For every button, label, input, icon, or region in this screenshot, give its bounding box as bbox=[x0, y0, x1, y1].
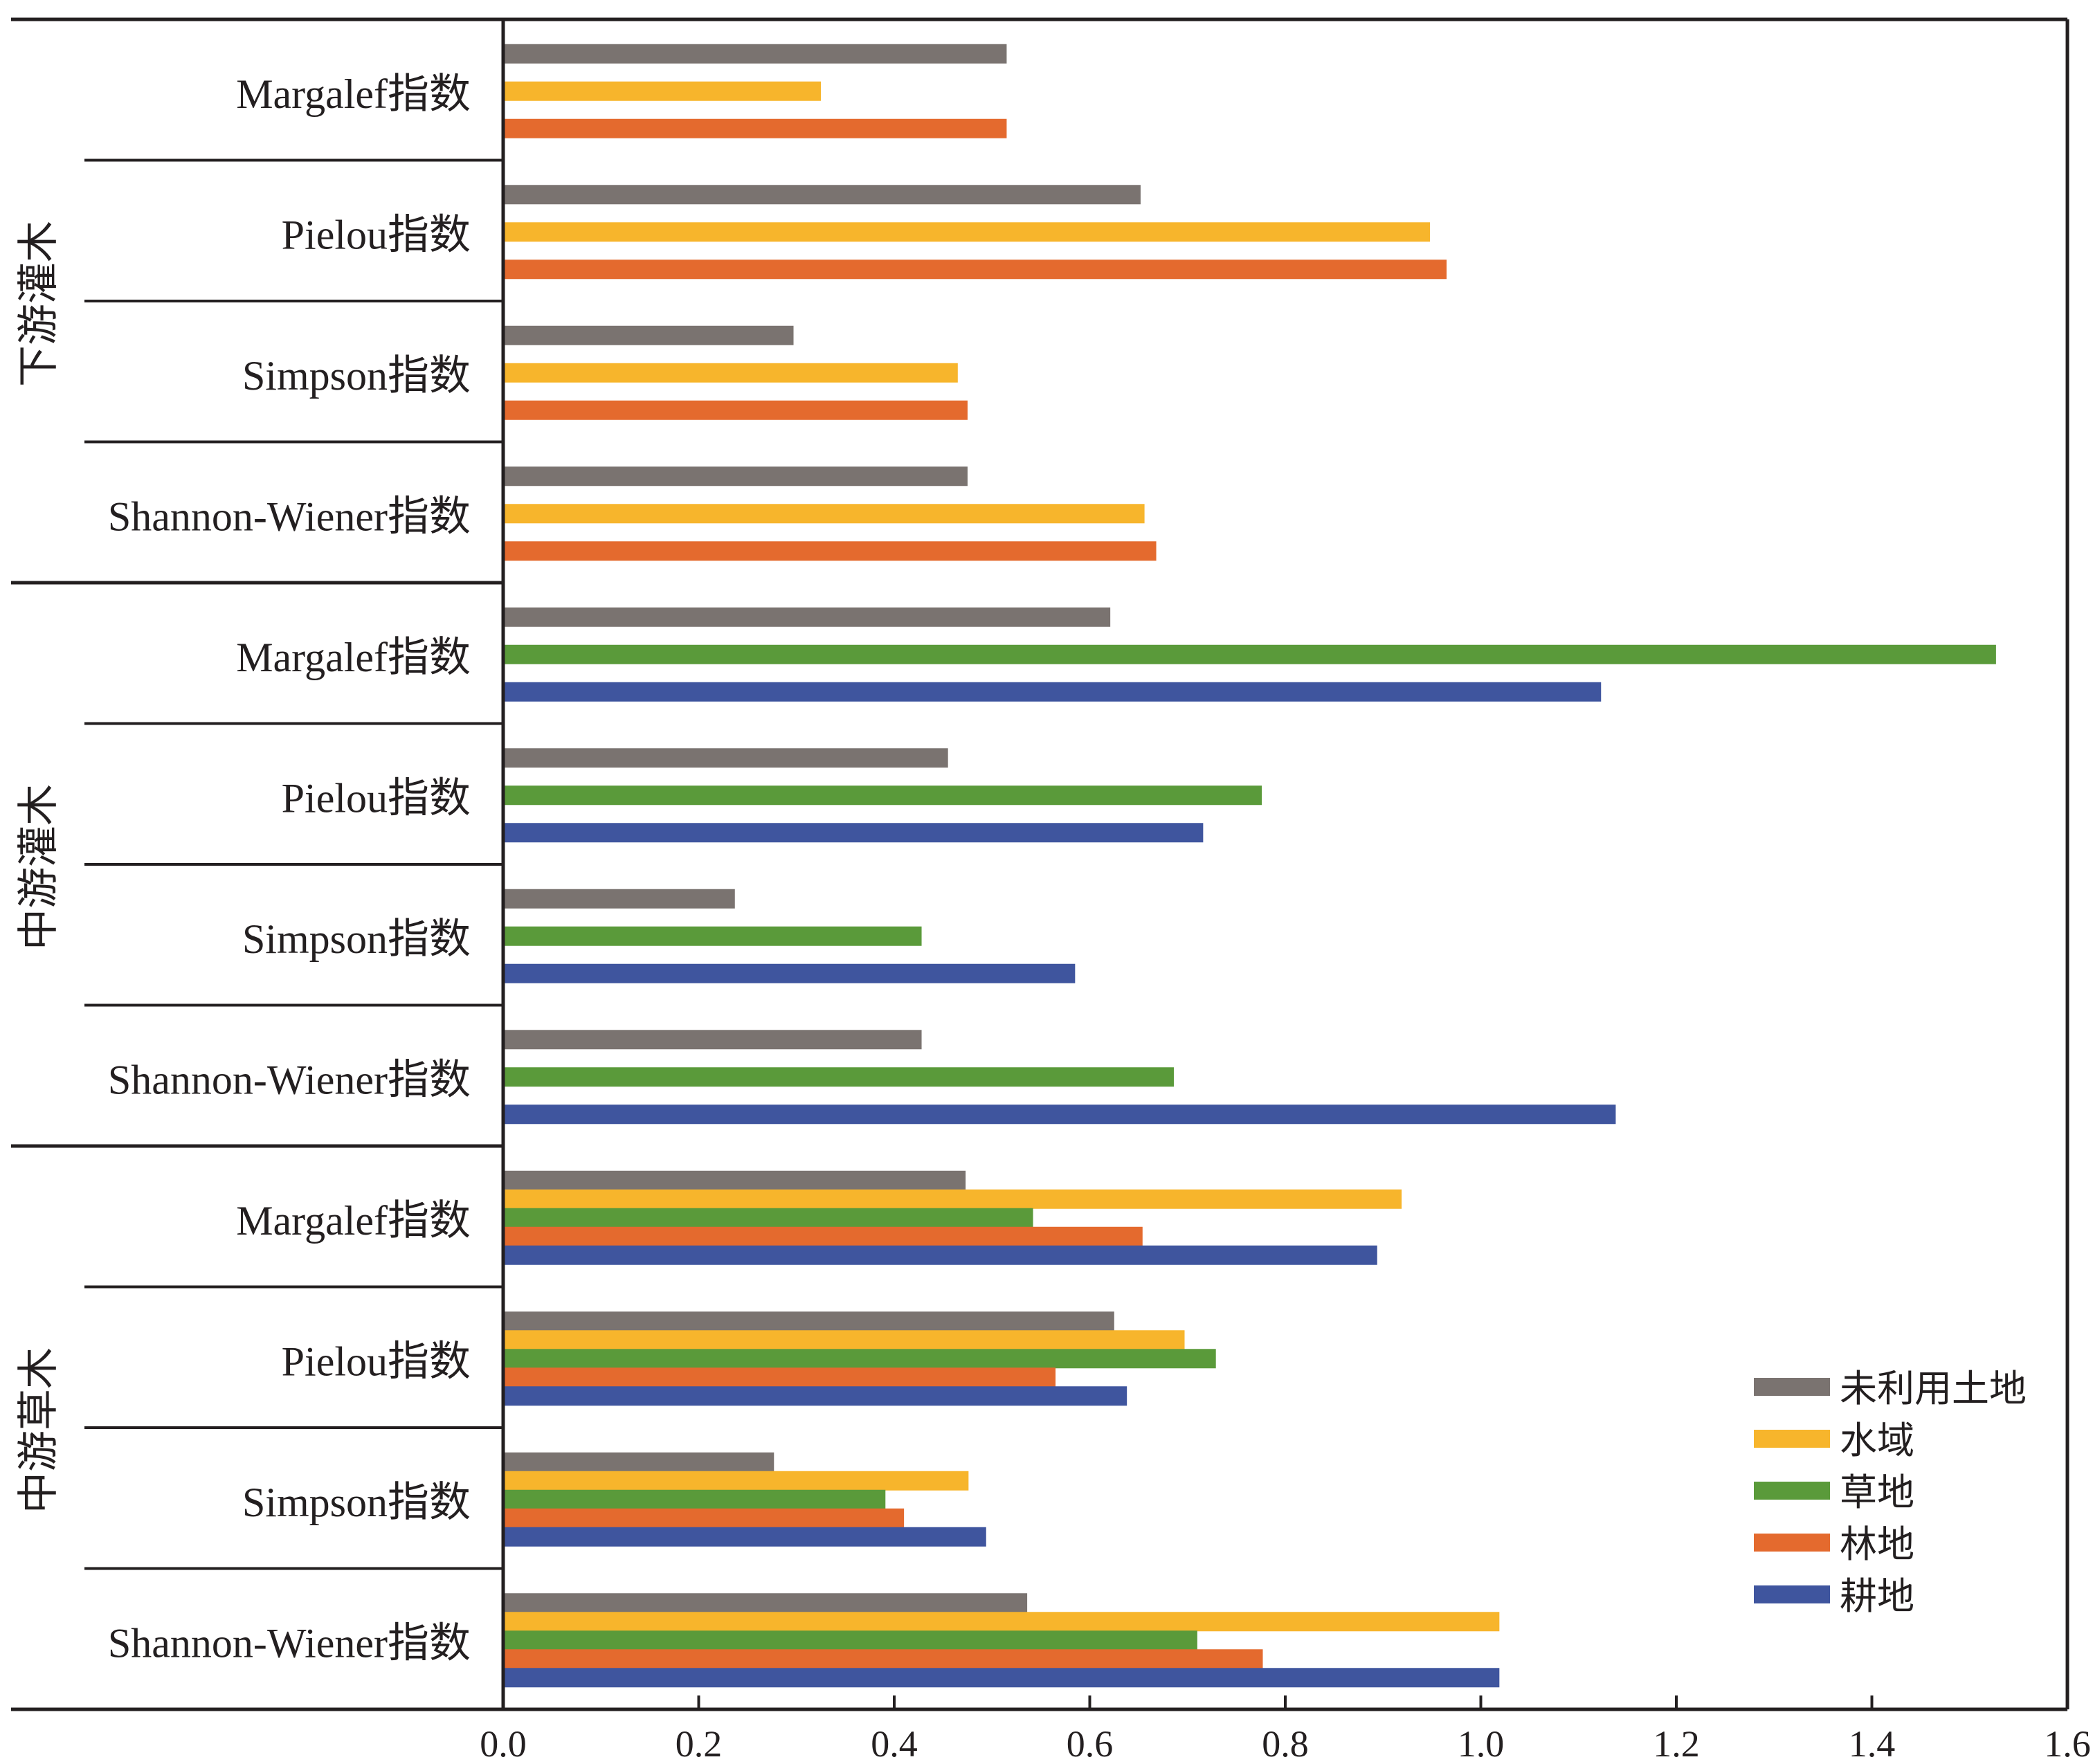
x-tick-label: 0.6 bbox=[1067, 1723, 1114, 1764]
bar-2-4-未利用土地 bbox=[503, 1030, 922, 1050]
bar-3-3-水域 bbox=[503, 1471, 969, 1491]
row-label: Shannon-Wiener指数 bbox=[108, 1057, 471, 1102]
bar-2-3-耕地 bbox=[503, 963, 1076, 983]
bar-1-4-水域 bbox=[503, 504, 1145, 524]
bar-3-4-未利用土地 bbox=[503, 1593, 1028, 1613]
bar-3-3-耕地 bbox=[503, 1527, 986, 1547]
bar-2-1-耕地 bbox=[503, 682, 1602, 702]
bar-3-2-未利用土地 bbox=[503, 1311, 1114, 1331]
bar-2-1-未利用土地 bbox=[503, 607, 1111, 627]
bar-2-3-未利用土地 bbox=[503, 889, 735, 909]
group-label: 中游草木 bbox=[16, 1347, 62, 1513]
x-axis: 0.0 0.2 0.4 0.6 0.8 1.0 1.2 1.4 1.6 bbox=[480, 1695, 2091, 1764]
bar-3-2-林地 bbox=[503, 1367, 1056, 1388]
x-tick-label: 0.2 bbox=[676, 1723, 723, 1764]
x-tick-label: 1.4 bbox=[1849, 1723, 1896, 1764]
legend-label: 未利用土地 bbox=[1840, 1368, 2027, 1410]
x-tick-label: 0.8 bbox=[1262, 1723, 1309, 1764]
legend-swatch bbox=[1754, 1585, 1830, 1603]
bar-3-1-水域 bbox=[503, 1189, 1402, 1209]
bar-3-3-草地 bbox=[503, 1489, 886, 1509]
bar-3-4-耕地 bbox=[503, 1668, 1500, 1688]
x-tick-label: 1.2 bbox=[1653, 1723, 1700, 1764]
bar-1-4-林地 bbox=[503, 541, 1157, 561]
bar-3-1-草地 bbox=[503, 1208, 1033, 1228]
bar-3-2-草地 bbox=[503, 1349, 1216, 1369]
row-label: Simpson指数 bbox=[242, 353, 471, 399]
bars bbox=[503, 44, 1996, 1688]
row-separators bbox=[11, 158, 503, 1570]
row-label: Shannon-Wiener指数 bbox=[108, 1620, 471, 1666]
bar-3-1-耕地 bbox=[503, 1245, 1377, 1265]
row-label: Simpson指数 bbox=[242, 1480, 471, 1525]
bar-1-2-未利用土地 bbox=[503, 185, 1141, 205]
group-label: 下游灌木 bbox=[16, 221, 62, 387]
group-label: 中游灌木 bbox=[16, 784, 62, 950]
bar-3-1-未利用土地 bbox=[503, 1170, 966, 1190]
x-tick-label: 1.0 bbox=[1458, 1723, 1505, 1764]
legend-swatch bbox=[1754, 1430, 1830, 1448]
bar-1-3-水域 bbox=[503, 363, 958, 383]
bar-1-1-未利用土地 bbox=[503, 44, 1007, 64]
legend-label: 草地 bbox=[1840, 1472, 1914, 1513]
row-label: Pielou指数 bbox=[282, 775, 471, 821]
plot-frame bbox=[11, 17, 2069, 1711]
bar-3-2-耕地 bbox=[503, 1386, 1127, 1406]
bar-3-4-水域 bbox=[503, 1612, 1500, 1632]
x-tick-label: 0.0 bbox=[480, 1723, 527, 1764]
row-labels: Margalef指数 Pielou指数 Simpson指数 Shannon-Wiene… bbox=[108, 71, 471, 1666]
legend-label: 林地 bbox=[1840, 1524, 1914, 1565]
bar-3-2-水域 bbox=[503, 1330, 1185, 1350]
bar-2-4-耕地 bbox=[503, 1104, 1616, 1125]
bar-3-4-林地 bbox=[503, 1649, 1263, 1669]
bar-1-2-水域 bbox=[503, 222, 1431, 242]
row-label: Simpson指数 bbox=[242, 916, 471, 962]
x-tick-label: 1.6 bbox=[2044, 1723, 2091, 1764]
bar-2-4-草地 bbox=[503, 1067, 1174, 1087]
bar-1-1-水域 bbox=[503, 81, 822, 101]
legend-label: 水域 bbox=[1840, 1420, 1914, 1462]
row-label: Margalef指数 bbox=[236, 1198, 471, 1244]
legend-swatch bbox=[1754, 1534, 1830, 1552]
bar-1-2-林地 bbox=[503, 260, 1447, 280]
bar-1-4-未利用土地 bbox=[503, 466, 968, 487]
row-label: Pielou指数 bbox=[282, 1338, 471, 1384]
bar-1-1-林地 bbox=[503, 118, 1007, 138]
bar-1-3-林地 bbox=[503, 400, 968, 420]
bar-2-3-草地 bbox=[503, 926, 922, 946]
bar-2-2-耕地 bbox=[503, 823, 1204, 843]
legend-swatch bbox=[1754, 1378, 1830, 1396]
bar-2-2-未利用土地 bbox=[503, 748, 948, 768]
bar-1-3-未利用土地 bbox=[503, 325, 794, 345]
legend-label: 耕地 bbox=[1840, 1576, 1914, 1617]
row-label: Margalef指数 bbox=[236, 635, 471, 680]
bar-2-1-草地 bbox=[503, 644, 1996, 664]
x-tick-label: 0.4 bbox=[871, 1723, 918, 1764]
row-label: Pielou指数 bbox=[282, 212, 471, 257]
bar-2-2-草地 bbox=[503, 785, 1262, 806]
bar-3-3-未利用土地 bbox=[503, 1452, 774, 1472]
row-label: Shannon-Wiener指数 bbox=[108, 493, 471, 539]
bar-3-3-林地 bbox=[503, 1508, 905, 1528]
bar-3-1-林地 bbox=[503, 1226, 1143, 1246]
row-label: Margalef指数 bbox=[236, 71, 471, 117]
legend-swatch bbox=[1754, 1482, 1830, 1500]
bar-3-4-草地 bbox=[503, 1630, 1197, 1651]
